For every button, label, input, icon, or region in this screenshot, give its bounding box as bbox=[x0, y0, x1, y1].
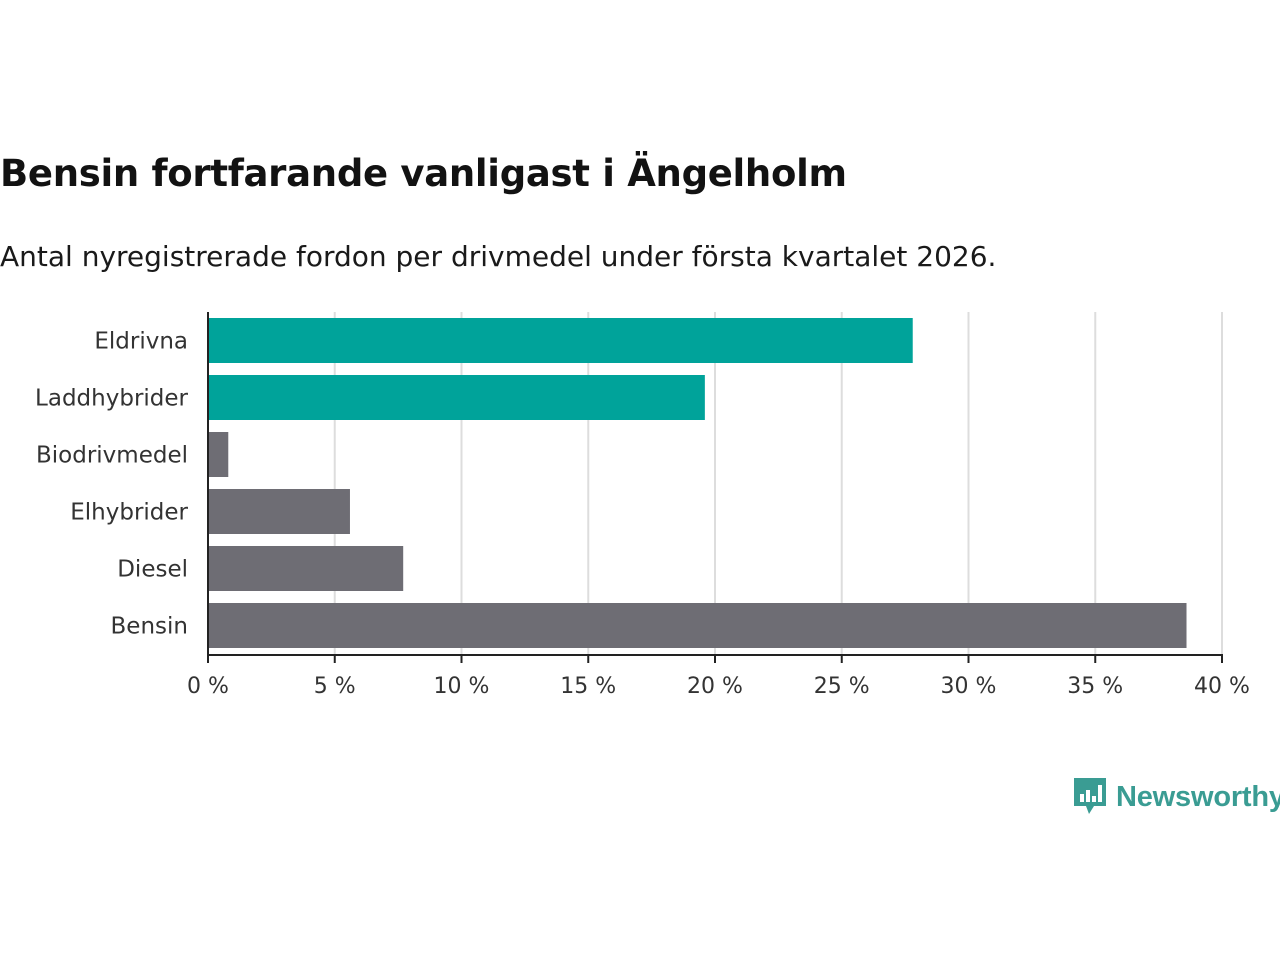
bar-diesel bbox=[208, 546, 404, 591]
x-tick-label: 0 % bbox=[187, 674, 229, 699]
brand-name: Newsworthy bbox=[1116, 780, 1280, 813]
x-tick-label: 5 % bbox=[314, 674, 356, 699]
x-tick-label: 10 % bbox=[434, 674, 490, 699]
grid-lines bbox=[333, 312, 1223, 655]
category-label: Laddhybrider bbox=[35, 386, 188, 412]
x-tick-label: 30 % bbox=[941, 674, 997, 699]
category-label: Elhybrider bbox=[70, 500, 188, 526]
category-labels: Eldrivna Laddhybrider Biodrivmedel Elhybrid… bbox=[35, 329, 188, 640]
bar-eldrivna bbox=[208, 318, 913, 363]
bar-laddhybrider bbox=[208, 375, 705, 420]
category-label: Biodrivmedel bbox=[36, 443, 188, 469]
x-tick-label: 40 % bbox=[1194, 674, 1250, 699]
bar-bensin bbox=[208, 603, 1187, 648]
x-axis: 0 % 5 % 10 % 15 % 20 % 25 % 30 % 35 % 40 % bbox=[187, 312, 1250, 699]
bars bbox=[208, 318, 1187, 648]
category-label: Bensin bbox=[111, 614, 188, 640]
newsworthy-logo-icon bbox=[1074, 778, 1106, 814]
bar-elhybrider bbox=[208, 489, 350, 534]
x-tick-label: 35 % bbox=[1067, 674, 1123, 699]
chart-title: Bensin fortfarande vanligast i Ängelholm bbox=[0, 152, 847, 195]
x-tick-label: 20 % bbox=[687, 674, 743, 699]
chart-subtitle: Antal nyregistrerade fordon per drivmede… bbox=[0, 240, 997, 273]
bar-biodrivmedel bbox=[208, 432, 229, 477]
category-label: Eldrivna bbox=[94, 329, 188, 355]
newsworthy-brand: Newsworthy bbox=[1072, 776, 1280, 818]
category-label: Diesel bbox=[117, 557, 188, 583]
x-tick-label: 15 % bbox=[560, 674, 616, 699]
x-tick-label: 25 % bbox=[814, 674, 870, 699]
